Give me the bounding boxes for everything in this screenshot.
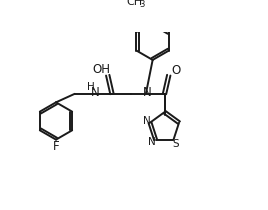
Text: F: F (53, 140, 59, 153)
Text: H: H (87, 82, 95, 92)
Text: S: S (173, 139, 179, 149)
Text: N: N (143, 116, 151, 126)
Text: N: N (148, 137, 156, 147)
Text: N: N (91, 86, 99, 99)
Text: CH: CH (127, 0, 143, 7)
Text: 3: 3 (139, 0, 144, 9)
Text: O: O (171, 64, 180, 77)
Text: OH: OH (92, 63, 110, 76)
Text: N: N (143, 86, 152, 99)
